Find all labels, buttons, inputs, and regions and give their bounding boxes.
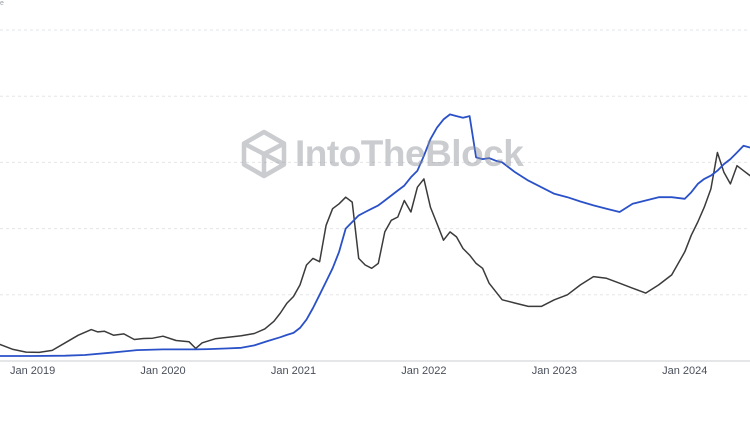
x-tick-label: Jan 2022 (401, 365, 446, 377)
x-tick-label: Jan 2023 (532, 365, 577, 377)
series-line-blue (0, 113, 750, 357)
x-tick-label: Jan 2021 (271, 365, 316, 377)
top-label-fragment: e (0, 0, 4, 7)
watermark-text: IntoTheBlock (295, 133, 524, 174)
intotheblock-logo-icon (241, 129, 287, 179)
x-axis-ticks: Jan 2019 Jan 2020 Jan 2021 Jan 2022 Jan 2023… (10, 365, 707, 377)
grid-lines (0, 29, 750, 296)
x-tick-label: Jan 2024 (662, 365, 707, 377)
series-line-dark (0, 151, 750, 354)
x-tick-label: Jan 2020 (140, 365, 185, 377)
watermark: IntoTheBlock (241, 126, 524, 182)
x-tick-label: Jan 2019 (10, 365, 55, 377)
series-lines (0, 113, 750, 357)
